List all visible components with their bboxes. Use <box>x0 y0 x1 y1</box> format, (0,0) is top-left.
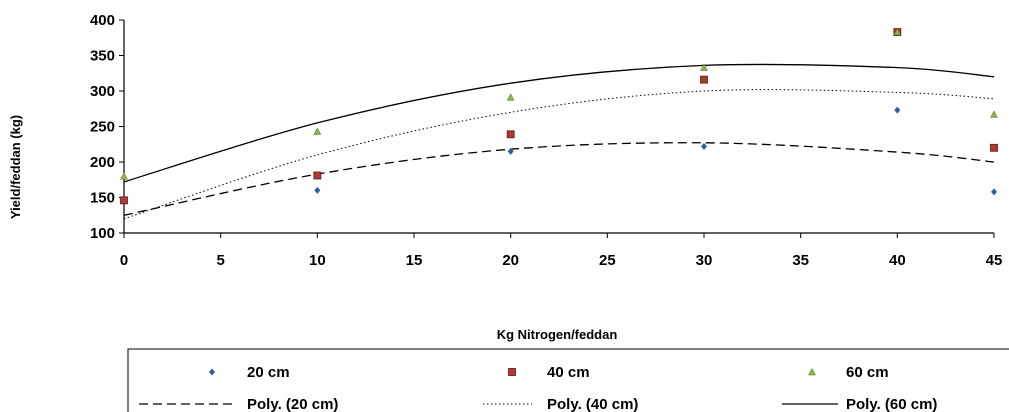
y-tick-label: 350 <box>90 48 115 65</box>
legend-marker-1 <box>209 368 215 376</box>
trendline-3 <box>123 63 995 183</box>
data-point-series-2 <box>506 130 515 139</box>
x-tick-label: 35 <box>792 252 809 269</box>
x-tick-label: 10 <box>309 252 326 269</box>
data-point-series-1 <box>894 106 901 114</box>
x-tick-label: 15 <box>406 252 423 269</box>
trendline-2 <box>123 89 995 220</box>
x-tick-label: 25 <box>599 252 616 269</box>
legend-label-4: Poly. (20 cm) <box>247 396 338 412</box>
y-tick-label: 100 <box>90 225 115 242</box>
data-point-series-3 <box>120 172 128 180</box>
data-point-series-3 <box>893 28 902 36</box>
y-axis-label: Yield/feddan (kg) <box>8 115 23 219</box>
legend-box <box>127 348 1009 412</box>
data-point-series-3 <box>700 63 708 71</box>
legend-label-2: 40 cm <box>547 364 590 381</box>
legend-label-6: Poly. (60 cm) <box>846 396 937 412</box>
legend-marker-3 <box>808 367 816 376</box>
y-tick-label: 400 <box>90 12 115 29</box>
y-tick-label: 250 <box>90 119 115 136</box>
legend-marker-2 <box>508 368 516 376</box>
y-tick-label: 200 <box>90 154 115 171</box>
legend-label-3: 60 cm <box>846 364 889 381</box>
data-point-series-3 <box>506 93 515 101</box>
data-point-series-3 <box>990 110 998 118</box>
x-tick-label: 5 <box>216 252 224 269</box>
data-point-series-1 <box>314 186 321 194</box>
data-point-series-2 <box>700 75 708 84</box>
x-tick-label: 40 <box>889 252 906 269</box>
data-point-series-2 <box>313 171 322 180</box>
data-point-series-1 <box>991 188 997 196</box>
x-tick-label: 20 <box>502 252 519 269</box>
x-axis-label: Kg Nitrogen/feddan <box>497 327 618 342</box>
data-point-series-2 <box>990 143 998 152</box>
x-tick-label: 0 <box>120 252 128 269</box>
data-point-series-1 <box>507 147 514 155</box>
y-tick-label: 150 <box>90 190 115 207</box>
trendline-1 <box>123 142 995 216</box>
data-point-series-3 <box>313 127 322 135</box>
legend-label-5: Poly. (40 cm) <box>547 396 638 412</box>
plot-area: 100 150 200 250 300 350 400 0 5 10 15 20 25 30 35 40 45 <box>90 12 1002 269</box>
x-tick-label: 30 <box>696 252 713 269</box>
legend-label-1: 20 cm <box>247 364 290 381</box>
data-point-series-1 <box>701 142 707 150</box>
data-point-series-2 <box>120 196 128 205</box>
y-tick-label: 300 <box>90 83 115 100</box>
x-tick-label: 45 <box>986 252 1003 269</box>
legend: 20 cm 40 cm 60 cm Poly. (20 cm) Poly. (40 cm… <box>127 348 1009 412</box>
